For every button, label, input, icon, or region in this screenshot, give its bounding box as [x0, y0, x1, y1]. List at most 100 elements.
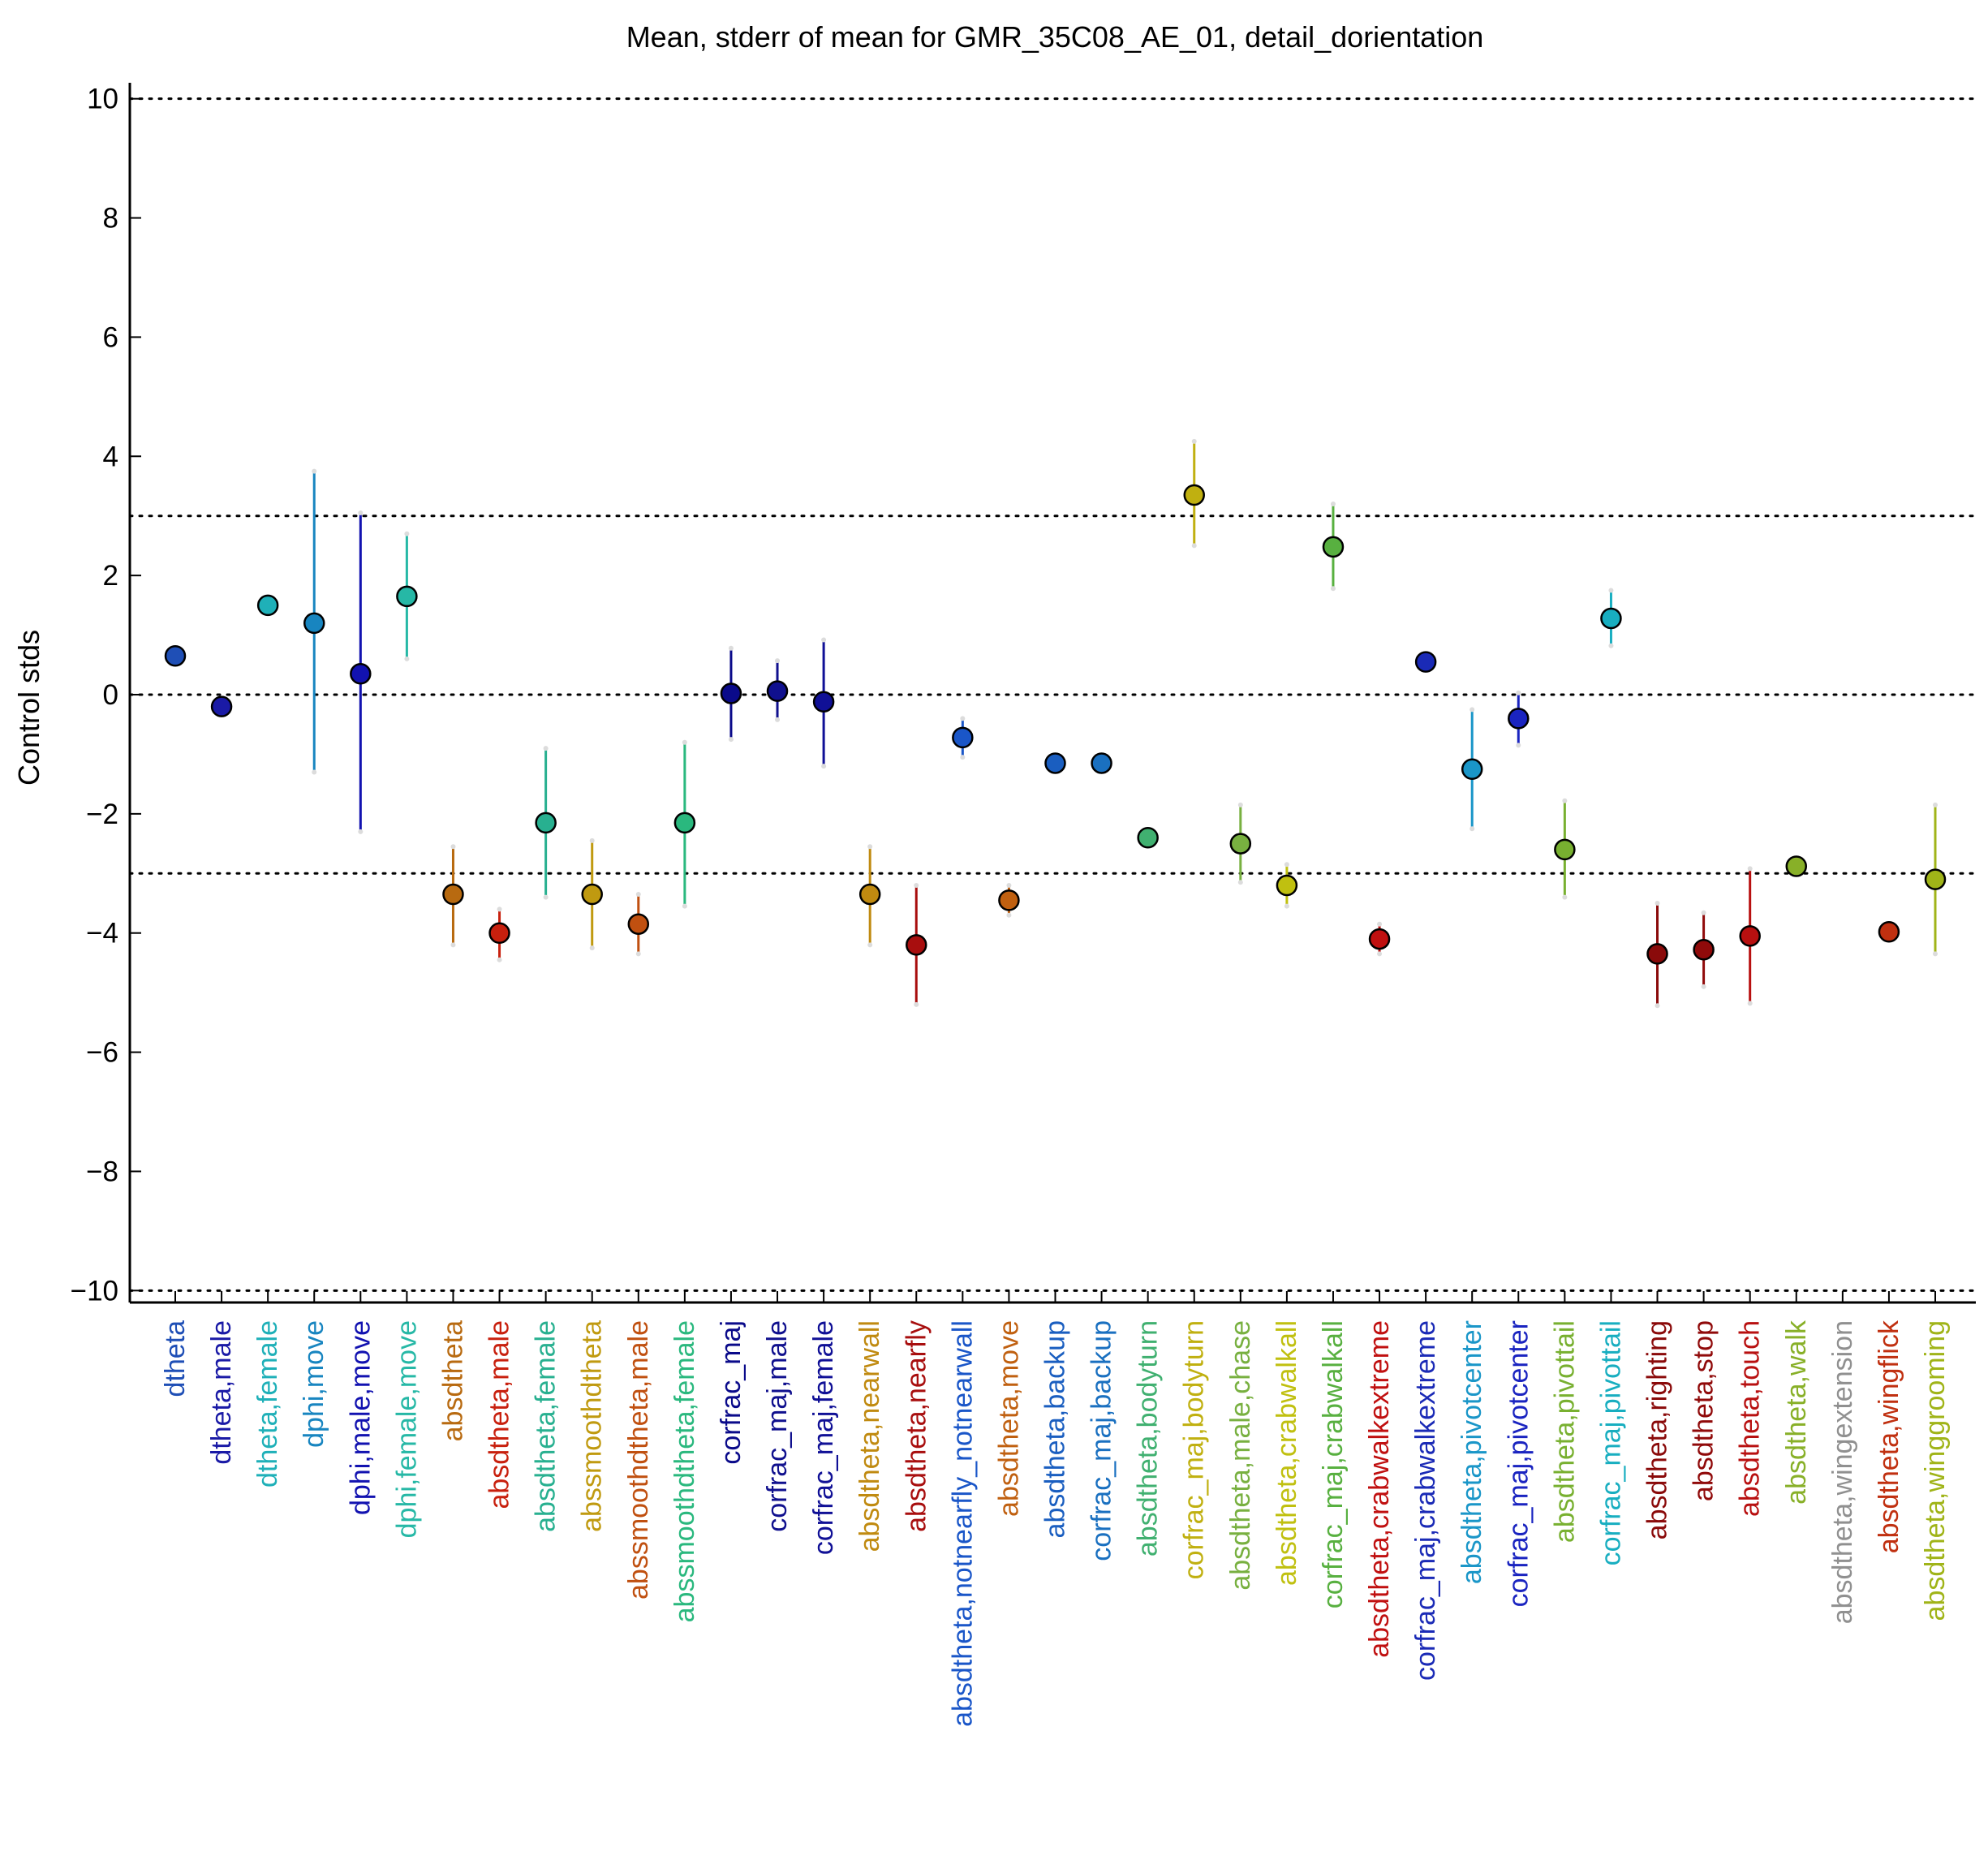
data-point-group — [581, 837, 603, 951]
mean-marker — [1461, 758, 1483, 781]
data-point-group — [906, 882, 927, 1007]
data-point-group — [1044, 752, 1066, 774]
error-bar-cap — [1933, 802, 1938, 807]
reference-lines — [128, 97, 1977, 1292]
error-bar-cap — [821, 764, 827, 769]
data-point-group — [1183, 438, 1205, 549]
data-point-group — [1368, 921, 1391, 957]
y-tick-label: −2 — [86, 799, 118, 830]
data-point-group — [1461, 707, 1483, 832]
error-bar-cap — [312, 769, 317, 775]
x-tick-label: absdtheta,female — [531, 1320, 562, 1532]
data-point-group — [350, 510, 372, 834]
y-tick-label: 2 — [103, 560, 118, 592]
y-tick-label: 10 — [87, 84, 118, 115]
mean-marker — [350, 663, 372, 685]
data-point-group — [673, 739, 696, 909]
data-point-group — [1508, 690, 1530, 748]
error-bar-cap — [404, 656, 410, 661]
data-point-group — [1414, 651, 1437, 673]
x-tick-label: absdtheta,walk — [1781, 1320, 1812, 1505]
error-bar-cap — [1377, 921, 1383, 927]
error-bar-cap — [1469, 707, 1475, 713]
error-bar-cap — [1330, 586, 1336, 592]
axes — [128, 83, 1976, 1304]
mean-marker — [1600, 607, 1622, 630]
error-bar-cap — [1516, 743, 1521, 748]
error-bar-cap — [589, 945, 595, 951]
mean-marker — [1276, 874, 1298, 897]
data-point-group — [627, 891, 650, 957]
error-bar-cap — [914, 882, 919, 888]
error-bar-cap — [358, 829, 364, 834]
x-tick-label: absdtheta,male — [484, 1320, 515, 1509]
error-bar-cap — [1237, 802, 1243, 807]
data-point-group — [720, 645, 742, 743]
mean-marker — [210, 695, 233, 717]
x-tick-label: corfrac_maj,crabwalkextreme — [1410, 1320, 1441, 1681]
x-tick-label: absdtheta,nearfly — [901, 1320, 932, 1532]
mean-marker — [303, 612, 325, 635]
error-bar-cap — [867, 844, 873, 850]
error-bar-cap — [1237, 880, 1243, 885]
error-bar-cap — [1747, 1001, 1753, 1006]
data-point-group — [1091, 752, 1112, 774]
error-bar-cap — [543, 894, 549, 900]
x-tick-label: dphi,move — [299, 1320, 329, 1448]
x-tick-label: absdtheta,nearwall — [854, 1320, 885, 1552]
x-tick-label: corfrac_maj,pivottail — [1595, 1320, 1626, 1565]
x-tick-label: dtheta — [160, 1320, 191, 1397]
x-tick-label: absdtheta,move — [993, 1320, 1024, 1517]
error-bar-cap — [1516, 690, 1521, 695]
x-tick-label: absdtheta,notnearfly_notnearwall — [947, 1320, 978, 1727]
x-tick-label: corfrac_maj,pivotcenter — [1503, 1320, 1534, 1607]
x-tick-label: absdtheta,backup — [1040, 1320, 1071, 1538]
mean-marker — [1044, 752, 1066, 774]
error-bar-cap — [635, 951, 641, 957]
data-point-group — [396, 531, 418, 661]
error-bar-cap — [728, 737, 734, 743]
x-tick-label: corfrac_maj,male — [762, 1320, 793, 1532]
error-bar-cap — [1191, 543, 1197, 549]
y-tick-label: −10 — [71, 1275, 118, 1307]
error-bar-cap — [1469, 826, 1475, 832]
x-tick-label: absdtheta,righting — [1642, 1320, 1673, 1539]
data-point-group — [1646, 901, 1668, 1009]
x-ticks: dtheta dtheta,male dtheta,female dphi,move d… — [160, 1291, 1951, 1727]
mean-marker — [1554, 838, 1576, 861]
data-point-group — [256, 594, 279, 617]
data-point-group — [812, 637, 835, 769]
mean-marker — [581, 883, 603, 906]
x-tick-label: absdtheta,pivottail — [1549, 1320, 1580, 1543]
error-bar-cap — [404, 531, 410, 536]
mean-marker — [812, 691, 835, 713]
mean-marker — [1739, 925, 1761, 947]
mean-marker — [1878, 921, 1900, 943]
error-bar-cap — [960, 716, 966, 721]
data-point-group — [1878, 921, 1900, 943]
mean-marker — [1508, 708, 1530, 730]
data-point-group — [1785, 855, 1808, 877]
data-point-group — [952, 716, 974, 760]
x-tick-label: absdtheta,touch — [1735, 1320, 1766, 1517]
x-tick-label: absdtheta,wingflick — [1874, 1320, 1904, 1553]
data-point-group — [164, 645, 187, 667]
mean-marker — [1924, 868, 1947, 890]
error-bar-cap — [635, 891, 641, 897]
x-tick-label: dtheta,male — [206, 1320, 237, 1465]
error-bar-cap — [867, 942, 873, 948]
mean-marker — [164, 645, 187, 667]
y-tick-label: −4 — [86, 918, 118, 949]
x-tick-label: abssmoothdtheta,male — [623, 1320, 654, 1600]
error-bar-cap — [960, 755, 966, 760]
y-axis-label: Control stds — [12, 630, 45, 786]
data-point-group — [1600, 588, 1622, 648]
data-point-group — [1229, 802, 1252, 885]
error-bar-cap — [497, 957, 502, 962]
x-tick-label: absdtheta,crabwalkall — [1272, 1320, 1302, 1586]
x-tick-label: absdtheta,crabwalkextreme — [1364, 1320, 1395, 1658]
error-bar-cap — [1006, 912, 1012, 918]
error-bar-cap — [1377, 951, 1383, 957]
mean-marker — [535, 812, 557, 834]
data-point-group — [1137, 826, 1159, 849]
